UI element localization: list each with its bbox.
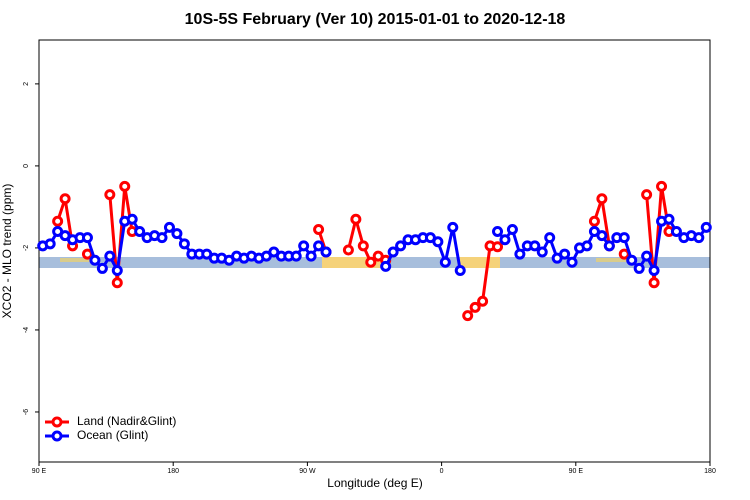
x-tick-label: 180 bbox=[167, 468, 179, 475]
legend-label: Land (Nadir&Glint) bbox=[77, 414, 176, 428]
land-strip bbox=[460, 257, 500, 268]
point bbox=[618, 248, 630, 260]
point bbox=[529, 240, 541, 252]
point bbox=[350, 213, 362, 225]
point bbox=[618, 232, 630, 244]
point bbox=[126, 213, 138, 225]
x-axis-label: Longitude (deg E) bbox=[327, 476, 422, 490]
point bbox=[387, 246, 399, 258]
point bbox=[566, 256, 578, 268]
point bbox=[81, 248, 93, 260]
point bbox=[492, 226, 504, 238]
point bbox=[96, 262, 108, 274]
point bbox=[581, 240, 593, 252]
point bbox=[111, 277, 123, 289]
point bbox=[178, 238, 190, 250]
y-axis-label: XCO2 - MLO trend (ppm) bbox=[0, 184, 14, 319]
point bbox=[81, 232, 93, 244]
point bbox=[395, 240, 407, 252]
point bbox=[648, 277, 660, 289]
point bbox=[663, 213, 675, 225]
point bbox=[52, 215, 64, 227]
point bbox=[104, 250, 116, 262]
point bbox=[656, 180, 668, 192]
land-strip bbox=[322, 257, 390, 268]
legend-marker bbox=[51, 430, 63, 442]
point bbox=[298, 240, 310, 252]
land-strip bbox=[60, 258, 100, 262]
x-tick-label: 180 bbox=[704, 468, 716, 475]
x-tick-label: 90 E bbox=[569, 468, 584, 475]
point bbox=[134, 226, 146, 238]
point bbox=[111, 264, 123, 276]
point bbox=[119, 180, 131, 192]
point bbox=[633, 262, 645, 274]
y-tick-label: 0 bbox=[23, 164, 30, 168]
plot-frame bbox=[38, 39, 711, 463]
x-tick-label: 90 W bbox=[299, 468, 316, 475]
series-line bbox=[108, 184, 134, 285]
point bbox=[492, 241, 504, 253]
point bbox=[462, 310, 474, 322]
point bbox=[380, 260, 392, 272]
legend-marker bbox=[51, 416, 63, 428]
point bbox=[357, 240, 369, 252]
point bbox=[163, 221, 175, 233]
chart-title: 10S-5S February (Ver 10) 2015-01-01 to 2… bbox=[185, 11, 566, 28]
point bbox=[432, 236, 444, 248]
point bbox=[700, 221, 712, 233]
point bbox=[320, 246, 332, 258]
point bbox=[439, 256, 451, 268]
point bbox=[514, 248, 526, 260]
point bbox=[171, 228, 183, 240]
point bbox=[641, 189, 653, 201]
point bbox=[648, 264, 660, 276]
point bbox=[670, 226, 682, 238]
legend: Land (Nadir&Glint)Ocean (Glint) bbox=[45, 414, 176, 442]
legend-label: Ocean (Glint) bbox=[77, 428, 148, 442]
point bbox=[156, 232, 168, 244]
point bbox=[305, 250, 317, 262]
point bbox=[44, 238, 56, 250]
point bbox=[454, 264, 466, 276]
point bbox=[469, 301, 481, 313]
point bbox=[536, 246, 548, 258]
point bbox=[447, 221, 459, 233]
point bbox=[506, 223, 518, 235]
point bbox=[603, 240, 615, 252]
y-tick-label: 2 bbox=[23, 82, 30, 86]
point bbox=[477, 295, 489, 307]
x-tick-label: 0 bbox=[440, 468, 444, 475]
point bbox=[89, 254, 101, 266]
point bbox=[290, 250, 302, 262]
point bbox=[104, 189, 116, 201]
point bbox=[693, 232, 705, 244]
y-tick-label: -4 bbox=[23, 327, 30, 333]
point bbox=[365, 256, 377, 268]
point bbox=[544, 232, 556, 244]
point bbox=[559, 248, 571, 260]
point bbox=[596, 230, 608, 242]
point bbox=[588, 215, 600, 227]
point bbox=[313, 240, 325, 252]
point bbox=[59, 193, 71, 205]
point bbox=[626, 254, 638, 266]
point bbox=[641, 250, 653, 262]
point bbox=[342, 244, 354, 256]
y-tick-label: -2 bbox=[23, 245, 30, 251]
point bbox=[313, 223, 325, 235]
point bbox=[596, 193, 608, 205]
series-line bbox=[645, 184, 671, 285]
point bbox=[499, 234, 511, 246]
y-tick-label: -6 bbox=[23, 409, 30, 415]
land-strip bbox=[596, 258, 636, 262]
x-tick-label: 90 E bbox=[32, 468, 47, 475]
